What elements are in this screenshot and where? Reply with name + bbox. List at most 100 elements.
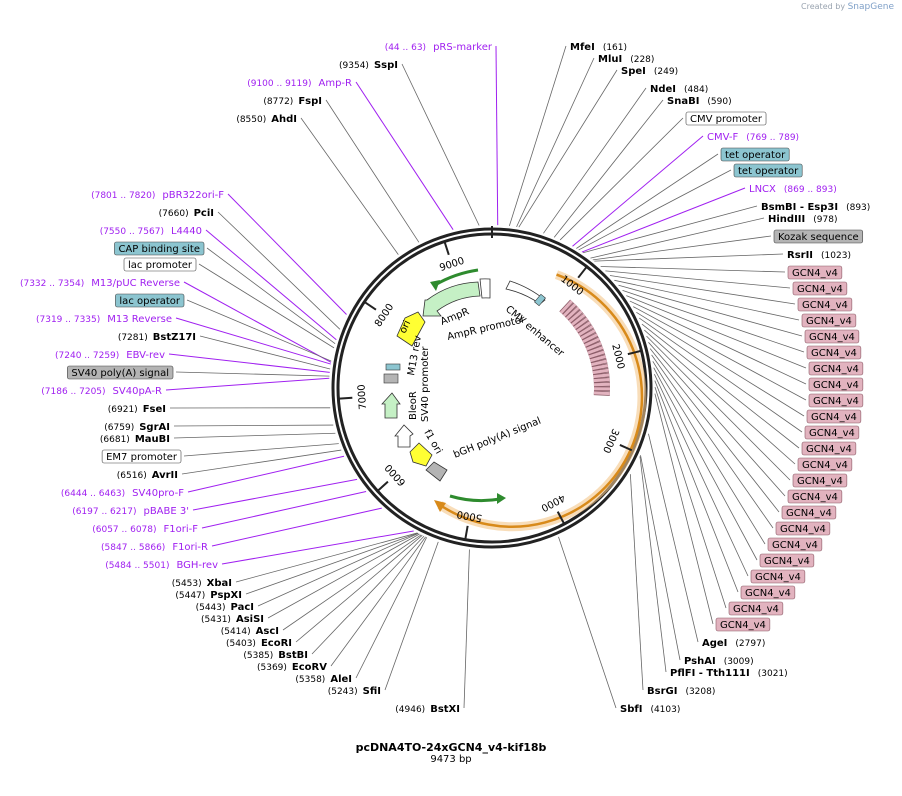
gcn4-label[interactable]: GCN4_v4 [792,281,848,296]
gcn4-label[interactable]: GCN4_v4 [806,345,862,360]
enzyme-site[interactable]: XbaI (5453) [172,578,232,589]
gcn4-label[interactable]: GCN4_v4 [740,585,796,600]
bleor-feature[interactable] [381,392,401,419]
enzyme-site[interactable]: SfiI (5243) [328,686,381,697]
gcn4-repeat-fill [593,378,610,383]
gcn4-label-text: GCN4_v4 [813,396,859,407]
enzyme-position: (5447) [175,591,205,601]
ori-feature[interactable] [396,311,426,347]
enzyme-site[interactable]: RsrII (1023) [787,250,851,261]
ampr-feature[interactable] [422,281,481,317]
gcn4-label[interactable]: GCN4_v4 [750,569,806,584]
gcn4-label[interactable]: GCN4_v4 [787,489,843,504]
gcn4-label[interactable]: GCN4_v4 [728,601,784,616]
gcn4-label[interactable]: GCN4_v4 [787,265,843,280]
enzyme-site[interactable]: BstXI (4946) [395,704,460,715]
feature-label-box[interactable]: tet operator [720,147,790,162]
primer-site[interactable]: pBABE 3' (6197 .. 6217) [72,506,189,517]
enzyme-site[interactable]: SspI (9354) [339,60,398,71]
gcn4-label[interactable]: GCN4_v4 [804,329,860,344]
primer-site[interactable]: CMV-F (769 .. 789) [707,132,799,143]
enzyme-site[interactable]: PflFI - Tth111I (3021) [670,668,788,679]
gcn4-label[interactable]: GCN4_v4 [797,297,853,312]
enzyme-site[interactable]: AhdI (8550) [236,114,297,125]
feature-label-box[interactable]: lac promoter [123,257,197,272]
gcn4-label[interactable]: GCN4_v4 [801,441,857,456]
em7-feature[interactable] [394,424,414,448]
feature-label-box[interactable]: CMV promoter [685,111,767,126]
gcn4-label[interactable]: GCN4_v4 [804,425,860,440]
enzyme-site[interactable]: FseI (6921) [108,404,166,415]
gcn4-label[interactable]: GCN4_v4 [792,473,848,488]
label-leader-line [614,279,800,321]
enzyme-site[interactable]: EcoRI (5403) [226,638,292,649]
enzyme-site[interactable]: MluI (228) [598,54,654,65]
label-leader-line [651,354,774,529]
primer-site[interactable]: F1ori-R (5847 .. 5866) [101,542,208,553]
enzyme-site[interactable]: AsiSI (5431) [201,614,264,625]
primer-site[interactable]: L4440 (7550 .. 7567) [100,226,202,237]
enzyme-site[interactable]: BstZ17I (7281) [118,332,196,343]
enzyme-site[interactable]: PacI (5443) [196,602,254,613]
enzyme-site[interactable]: PspXI (5447) [175,590,242,601]
m13-rev-feature[interactable] [385,363,401,371]
gcn4-label[interactable]: GCN4_v4 [801,313,857,328]
sv40-promoter-feature[interactable] [425,461,448,482]
enzyme-site[interactable]: AscI (5414) [221,626,279,637]
primer-site[interactable]: pBR322ori-F (7801 .. 7820) [91,190,224,201]
ampr-promoter-feature[interactable] [479,278,491,299]
gcn4-label[interactable]: GCN4_v4 [797,457,853,472]
cmv-enhancer-label: CMV enhancer [503,304,566,360]
primer-range: (7319 .. 7335) [36,315,100,325]
feature-label-box[interactable]: lac operator [115,293,185,308]
enzyme-site[interactable]: AleI (5358) [295,674,352,685]
primer-site[interactable]: Amp-R (9100 .. 9119) [247,78,352,89]
enzyme-site[interactable]: MauBI (6681) [100,434,170,445]
enzyme-site[interactable]: NdeI (484) [650,84,708,95]
gcn4-label[interactable]: GCN4_v4 [767,537,823,552]
enzyme-site[interactable]: PciI (7660) [159,208,214,219]
enzyme-site[interactable]: SpeI (249) [621,66,678,77]
feature-label-box[interactable]: CAP binding site [114,241,205,256]
enzyme-site[interactable]: BstBI (5385) [243,650,308,661]
label-leader-line [648,433,699,643]
gcn4-label[interactable]: GCN4_v4 [759,553,815,568]
gcn4-label[interactable]: GCN4_v4 [775,521,831,536]
gcn4-label[interactable]: GCN4_v4 [781,505,837,520]
primer-site[interactable]: M13 Reverse (7319 .. 7335) [36,314,172,325]
gcn4-label-bg [804,329,860,344]
primer-site[interactable]: BGH-rev (5484 .. 5501) [105,560,218,571]
enzyme-site[interactable]: SgrAI (6759) [104,422,170,433]
gcn4-label[interactable]: GCN4_v4 [808,361,864,376]
primer-site[interactable]: F1ori-F (6057 .. 6078) [92,524,198,535]
enzyme-site[interactable]: AvrII (6516) [117,470,178,481]
enzyme-site[interactable]: BsrGI (3208) [647,686,715,697]
enzyme-site[interactable]: MfeI (161) [570,42,627,53]
enzyme-site[interactable]: HindIII (978) [768,214,837,225]
feature-label-box[interactable]: EM7 promoter [101,449,182,464]
primer-site[interactable]: EBV-rev (7240 .. 7259) [55,350,165,361]
primer-site[interactable]: M13/pUC Reverse (7332 .. 7354) [20,278,180,289]
enzyme-site[interactable]: SbfI (4103) [620,704,680,715]
gcn4-label[interactable]: GCN4_v4 [808,377,864,392]
gcn4-label[interactable]: GCN4_v4 [808,393,864,408]
gcn4-label-bg [806,345,862,360]
feature-label-bg [115,293,185,308]
primer-site[interactable]: SV40pA-R (7186 .. 7205) [41,386,162,397]
enzyme-site[interactable]: AgeI (2797) [702,638,765,649]
primer-site[interactable]: SV40pro-F (6444 .. 6463) [61,488,184,499]
primer-site[interactable]: LNCX (869 .. 893) [749,184,837,195]
feature-label-box[interactable]: tet operator [733,163,803,178]
feature-label-box[interactable]: Kozak sequence [773,229,864,244]
f1-ori-feature[interactable] [409,442,433,467]
feature-label-bg [720,147,790,162]
enzyme-site[interactable]: FspI (8772) [263,96,322,107]
feature-label-box[interactable]: SV40 poly(A) signal [67,365,174,380]
gcn4-label[interactable]: GCN4_v4 [715,617,771,632]
primer-site[interactable]: pRS-marker (44 .. 63) [385,42,493,53]
enzyme-site[interactable]: SnaBI (590) [667,96,732,107]
enzyme-site[interactable]: BsmBI - Esp3I (893) [761,202,870,213]
gcn4-label[interactable]: GCN4_v4 [806,409,862,424]
enzyme-site[interactable]: PshAI (3009) [684,656,754,667]
enzyme-site[interactable]: EcoRV (5369) [257,662,327,673]
